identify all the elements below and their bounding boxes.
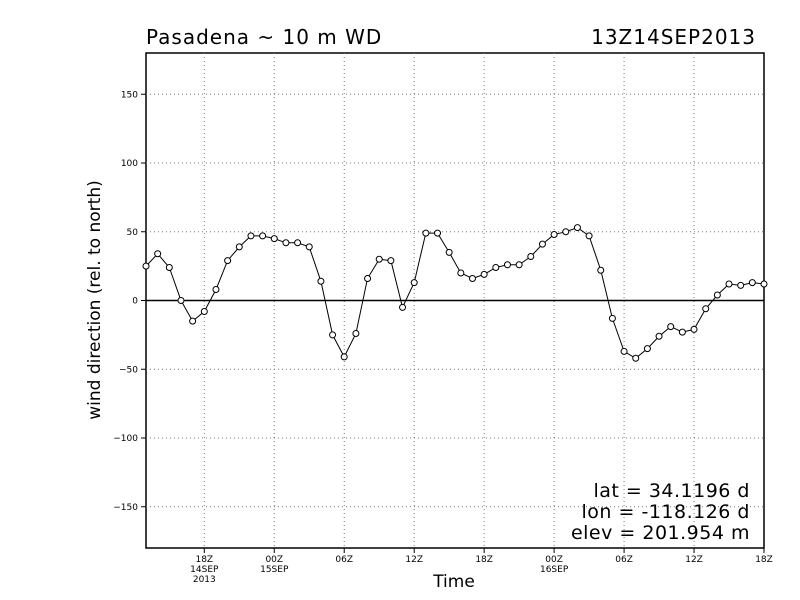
data-point xyxy=(247,232,255,240)
data-point xyxy=(503,261,511,269)
data-point xyxy=(468,275,476,282)
data-point xyxy=(713,291,721,299)
data-point xyxy=(655,332,663,340)
series-wind-direction xyxy=(142,224,768,362)
data-point xyxy=(550,231,558,238)
data-point xyxy=(702,305,710,313)
data-point xyxy=(515,261,523,269)
y-tick-labels: −150 −100 −50 0 50 100 150 xyxy=(113,90,146,513)
data-point xyxy=(422,229,430,237)
data-point xyxy=(352,330,360,337)
data-point xyxy=(748,279,756,287)
x-tick-label: 14SEP xyxy=(190,565,219,575)
x-tick-label: 00Z xyxy=(545,555,563,565)
x-tick-label: 06Z xyxy=(615,555,633,565)
data-point xyxy=(445,248,453,256)
data-point xyxy=(212,286,220,293)
x-tick-label: 16SEP xyxy=(540,565,569,575)
y-tick-label: 0 xyxy=(132,297,138,307)
data-point xyxy=(597,266,605,274)
x-tick-label: 15SEP xyxy=(260,565,289,575)
y-tick-label: −100 xyxy=(113,434,138,444)
data-point xyxy=(387,257,395,265)
data-point xyxy=(399,303,407,311)
data-point xyxy=(737,281,745,289)
data-point xyxy=(340,353,348,361)
data-point xyxy=(259,232,267,240)
grid xyxy=(146,53,764,548)
info-elev: elev = 201.954 m xyxy=(571,522,750,544)
x-tick-label: 18Z xyxy=(755,555,773,565)
data-point xyxy=(235,243,243,251)
data-point xyxy=(573,224,581,232)
data-point xyxy=(165,264,173,271)
data-point xyxy=(643,345,651,353)
data-point xyxy=(690,325,698,333)
x-tick-label: 18Z xyxy=(195,555,213,565)
data-point xyxy=(585,232,593,240)
info-lon: lon = -118.126 d xyxy=(582,501,750,523)
data-point xyxy=(410,279,418,287)
data-point xyxy=(177,297,185,304)
y-tick-label: 50 xyxy=(127,228,139,238)
x-tick-label: 12Z xyxy=(685,555,703,565)
data-point xyxy=(538,240,546,248)
data-point xyxy=(375,255,383,263)
x-axis-label: Time xyxy=(432,572,475,592)
data-point xyxy=(305,243,313,251)
data-point xyxy=(434,229,442,237)
data-point xyxy=(142,262,150,270)
data-point xyxy=(760,280,768,288)
data-point xyxy=(480,270,488,278)
y-tick-label: −150 xyxy=(113,503,138,513)
data-point xyxy=(317,277,325,285)
data-point xyxy=(667,323,675,331)
data-point xyxy=(200,308,208,315)
data-point xyxy=(492,264,500,271)
data-point xyxy=(562,228,570,236)
data-point xyxy=(294,239,302,247)
y-axis-label: wind direction (rel. to north) xyxy=(85,180,105,419)
data-point xyxy=(608,314,616,322)
data-point xyxy=(329,331,337,339)
data-point xyxy=(270,235,278,243)
data-point xyxy=(224,257,232,265)
data-point xyxy=(678,328,686,336)
data-point xyxy=(620,347,628,355)
info-lat: lat = 34.1196 d xyxy=(593,480,750,502)
data-point xyxy=(364,275,372,282)
data-point xyxy=(189,317,197,325)
y-tick-label: 150 xyxy=(121,90,138,100)
x-tick-label: 2013 xyxy=(193,575,216,585)
x-tick-label: 00Z xyxy=(265,555,283,565)
y-tick-label: 100 xyxy=(121,159,138,169)
data-point xyxy=(527,253,535,260)
data-point xyxy=(154,250,162,258)
y-tick-label: −50 xyxy=(119,365,138,375)
x-tick-label: 18Z xyxy=(475,555,493,565)
data-point xyxy=(457,269,465,277)
chart-timestamp: 13Z14SEP2013 xyxy=(591,25,756,49)
x-tick-label: 12Z xyxy=(405,555,423,565)
data-point xyxy=(725,280,733,288)
chart-title: Pasadena ~ 10 m WD xyxy=(146,25,382,49)
data-point xyxy=(632,354,640,362)
x-tick-label: 06Z xyxy=(335,555,353,565)
data-point xyxy=(282,239,290,247)
